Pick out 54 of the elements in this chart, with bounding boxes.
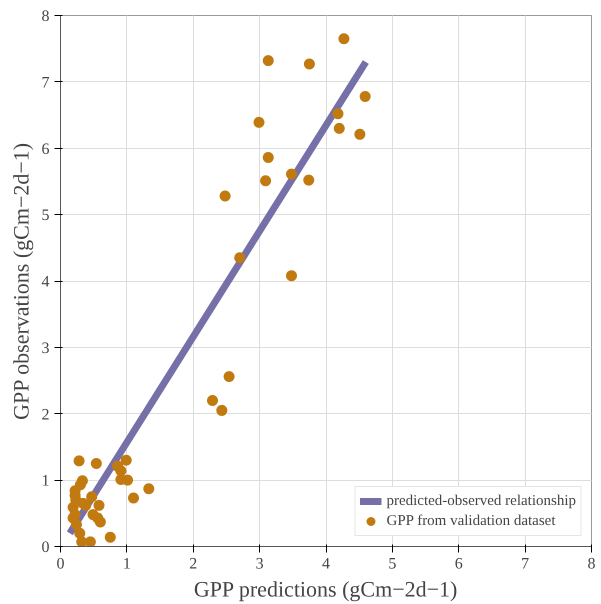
y-tick-label: 5 xyxy=(42,207,50,224)
x-tick-label: 5 xyxy=(388,556,396,572)
y-tick-label: 0 xyxy=(42,539,50,556)
point xyxy=(94,516,106,528)
y-tick-label: 6 xyxy=(42,140,50,158)
x-tick-label: 3 xyxy=(256,556,264,572)
point xyxy=(93,500,104,511)
x-tick-label: 6 xyxy=(454,556,463,572)
x-tick-label: 1 xyxy=(122,556,131,572)
point xyxy=(84,536,96,546)
y-tick-label: 8 xyxy=(42,8,50,25)
point xyxy=(207,394,218,406)
point xyxy=(262,55,274,66)
point xyxy=(224,371,235,382)
point xyxy=(120,454,132,466)
point xyxy=(304,58,315,70)
point xyxy=(332,108,344,120)
x-axis-title: GPP predictions (gCm−2d−1) xyxy=(194,576,458,602)
x-tick-label: 7 xyxy=(521,556,530,572)
x-tick-label: 8 xyxy=(588,556,596,572)
point xyxy=(86,491,98,502)
x-tick-label: 4 xyxy=(322,556,330,572)
y-tick-label: 2 xyxy=(42,406,50,424)
legend-label: GPP from validation dataset xyxy=(386,512,556,530)
point xyxy=(80,500,92,511)
x-tick-label: 2 xyxy=(189,556,198,572)
y-tick-label: 4 xyxy=(42,274,50,290)
point xyxy=(74,528,86,539)
point xyxy=(90,458,102,470)
point xyxy=(286,270,297,282)
point xyxy=(303,174,314,186)
point xyxy=(74,455,85,466)
point xyxy=(122,474,134,486)
legend-label: predicted-observed relationship xyxy=(386,492,576,510)
point xyxy=(234,252,246,264)
y-axis-title: GPP observations (gCm−2d−1) xyxy=(8,142,34,420)
point xyxy=(260,175,272,186)
point xyxy=(70,519,82,530)
point xyxy=(216,404,228,416)
point xyxy=(143,483,154,494)
point xyxy=(354,128,366,140)
point xyxy=(286,168,297,180)
point xyxy=(220,190,231,202)
point xyxy=(338,33,350,44)
point xyxy=(334,122,345,134)
x-tick-label: 0 xyxy=(56,556,64,572)
point xyxy=(360,90,371,102)
point xyxy=(128,492,140,504)
y-tick-label: 3 xyxy=(42,340,50,357)
y-tick-label: 1 xyxy=(42,472,50,490)
point xyxy=(104,532,116,543)
y-tick-label: 7 xyxy=(42,74,50,92)
point xyxy=(253,116,264,128)
point xyxy=(262,152,274,164)
